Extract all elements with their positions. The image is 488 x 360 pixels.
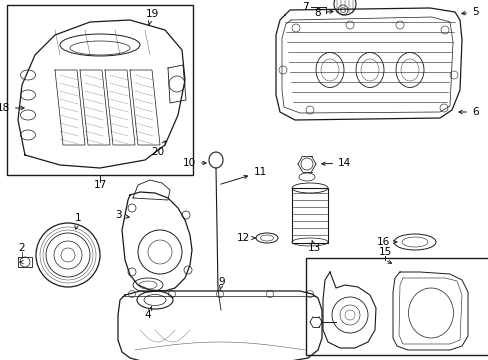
Text: 13: 13: [307, 240, 320, 253]
Text: 1: 1: [75, 213, 81, 229]
Text: 8: 8: [314, 8, 332, 18]
Text: 3: 3: [115, 210, 129, 220]
Text: 17: 17: [93, 180, 106, 190]
Text: 14: 14: [321, 158, 350, 168]
Text: 20: 20: [151, 141, 165, 157]
Text: 19: 19: [145, 9, 158, 24]
Text: 11: 11: [220, 167, 267, 184]
Text: 5: 5: [461, 7, 478, 17]
Text: 12: 12: [236, 233, 255, 243]
Text: 2: 2: [19, 243, 25, 253]
Bar: [305, 258, 488, 355]
Bar: [7, 5, 193, 175]
Text: 9: 9: [218, 277, 225, 290]
Text: 6: 6: [458, 107, 478, 117]
Bar: [291, 188, 327, 243]
Text: 7: 7: [301, 2, 307, 12]
Text: 4: 4: [144, 307, 151, 320]
Text: 16: 16: [376, 237, 396, 247]
Text: 15: 15: [378, 247, 391, 257]
Text: 10: 10: [183, 158, 206, 168]
Text: 18: 18: [0, 103, 24, 113]
